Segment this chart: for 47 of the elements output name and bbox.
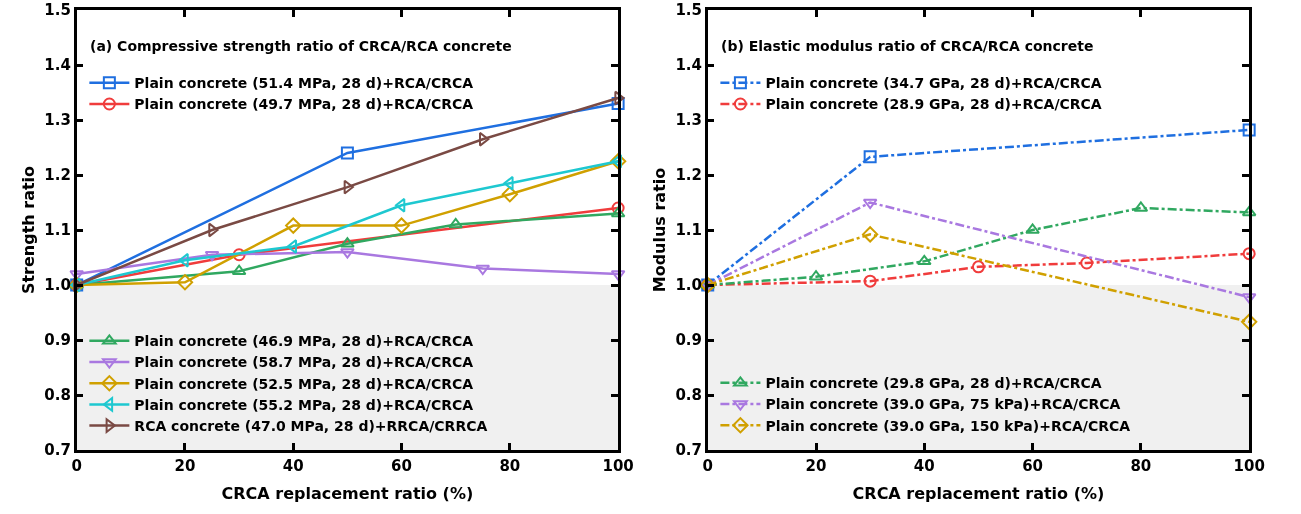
x-axis-title: CRCA replacement ratio (%) [852, 484, 1105, 504]
y-tick-label: 1.1 [44, 221, 71, 240]
y-tick-label: 0.7 [44, 441, 71, 460]
y-tick-label: 1.3 [44, 111, 71, 130]
x-tick-label: 80 [499, 456, 521, 475]
text: (a) Compressive strength ratio of CRCA/RCA concrete [90, 38, 512, 54]
y-tick-label: 1.3 [675, 111, 702, 130]
x-tick-label: 60 [1022, 456, 1044, 475]
x-tick-label: 40 [913, 456, 935, 475]
x-tick-label: 40 [282, 456, 304, 475]
legend-label: Plain concrete (39.0 GPa, 150 kPa)+RCA/CRCA [765, 417, 1131, 434]
y-axis-title: Modulus ratio [650, 167, 670, 293]
y-tick-label: 1.1 [675, 221, 702, 240]
y-tick-label: 0.9 [675, 331, 702, 350]
x-tick-label: 20 [805, 456, 827, 475]
legend-label: Plain concrete (34.7 GPa, 28 d)+RCA/CRCA [765, 75, 1102, 92]
y-tick-label: 1.0 [675, 276, 702, 295]
y-tick-label: 1.4 [44, 56, 71, 75]
x-tick-label: 100 [1233, 456, 1265, 475]
legend-label: Plain concrete (51.4 MPa, 28 d)+RCA/CRCA [134, 75, 474, 92]
legend-label: Plain concrete (28.9 GPa, 28 d)+RCA/CRCA [765, 96, 1102, 113]
x-tick-label: 60 [391, 456, 412, 475]
legend-label: Plain concrete (29.8 GPa, 28 d)+RCA/CRCA [765, 375, 1102, 392]
legend-label: Plain concrete (58.7 MPa, 28 d)+RCA/CRCA [134, 354, 474, 371]
legend-label: Plain concrete (49.7 MPa, 28 d)+RCA/CRCA [134, 96, 474, 113]
y-tick-label: 1.2 [44, 166, 71, 185]
legend-label: Plain concrete (39.0 GPa, 75 kPa)+RCA/CRCA [765, 396, 1121, 413]
legend-label: RCA concrete (47.0 MPa, 28 d)+RRCA/CRRCA [134, 418, 488, 435]
legend-label: Plain concrete (55.2 MPa, 28 d)+RCA/CRCA [134, 396, 474, 413]
x-tick-label: 0 [71, 456, 82, 475]
x-tick-label: 80 [1130, 456, 1152, 475]
y-tick-label: 1.2 [675, 166, 702, 185]
y-tick-label: 1.5 [44, 1, 71, 20]
x-tick-label: 20 [174, 456, 196, 475]
y-tick-label: 0.7 [675, 441, 702, 460]
y-tick-label: 0.8 [44, 386, 71, 405]
x-tick-label: 100 [602, 456, 634, 475]
text: (b) Elastic modulus ratio of CRCA/RCA concrete [721, 38, 1094, 54]
y-tick-label: 0.8 [675, 386, 702, 405]
y-tick-label: 1.5 [675, 1, 702, 20]
legend-label: Plain concrete (52.5 MPa, 28 d)+RCA/CRCA [134, 375, 474, 392]
x-axis-title: CRCA replacement ratio (%) [221, 484, 474, 504]
y-axis-title: Strength ratio [19, 165, 39, 295]
y-tick-label: 1.4 [675, 56, 702, 75]
x-tick-label: 0 [702, 456, 713, 475]
legend-label: Plain concrete (46.9 MPa, 28 d)+RCA/CRCA [134, 333, 474, 350]
y-tick-label: 0.9 [44, 331, 71, 350]
